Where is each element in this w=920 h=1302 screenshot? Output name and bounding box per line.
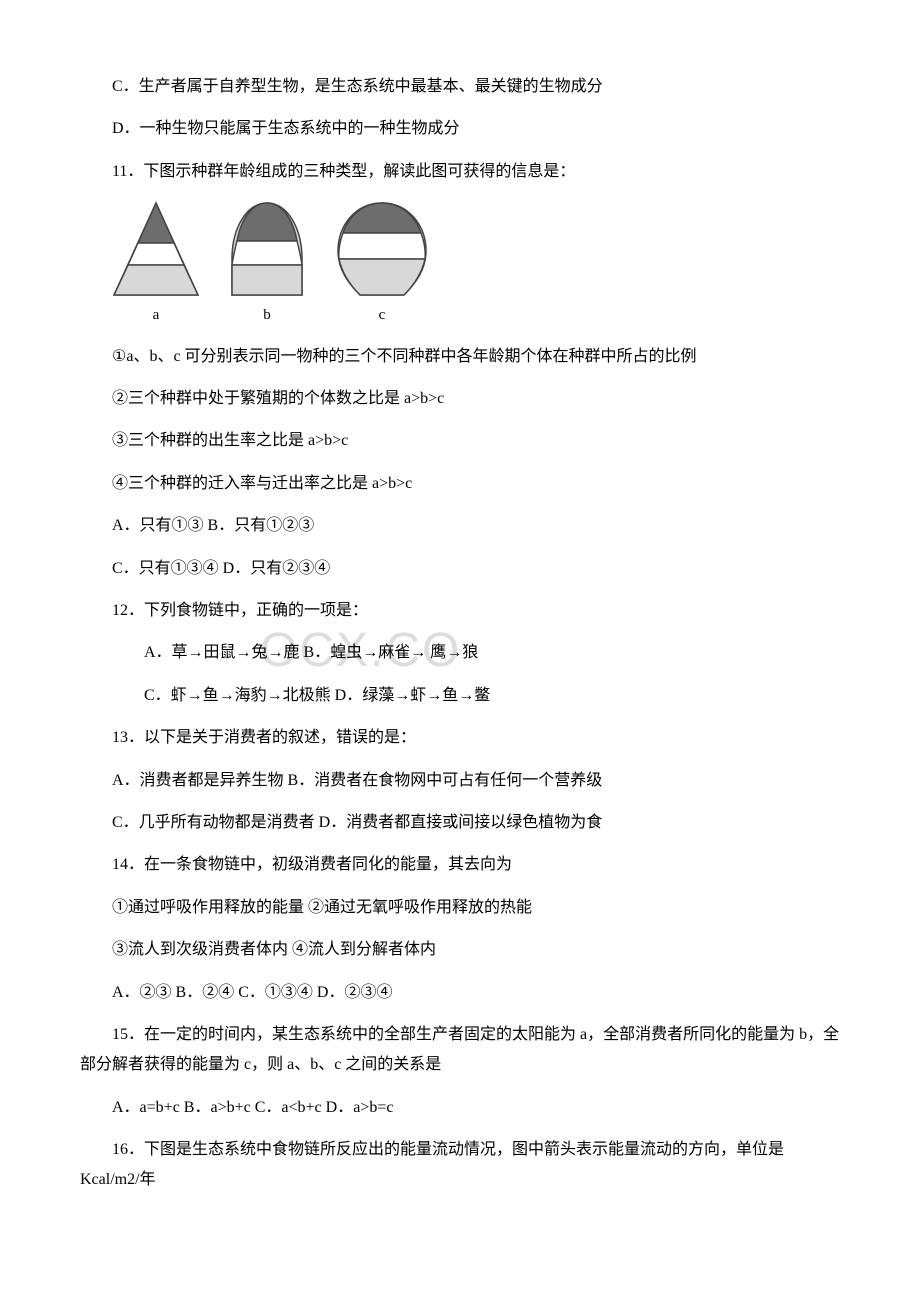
onion-icon	[334, 201, 430, 297]
bullet-icon	[228, 201, 306, 297]
q14-statement-34: ③流人到次级消费者体内 ④流人到分解者体内	[80, 935, 840, 965]
question-14: 14．在一条食物链中，初级消费者同化的能量，其去向为	[80, 850, 840, 880]
q14-options: A．②③ B．②④ C．①③④ D．②③④	[80, 978, 840, 1008]
question-11: 11．下图示种群年龄组成的三种类型，解读此图可获得的信息是：	[80, 157, 840, 187]
diagram-b-label: b	[263, 301, 271, 330]
q15-options: A．a=b+c B．a>b+c C．a<b+c D．a>b=c	[80, 1093, 840, 1123]
q12-option-ab: A．草→田鼠→兔→鹿 B．蝗虫→麻雀→ 鹰→狼	[80, 638, 840, 668]
diagram-c-wrap: c	[334, 201, 430, 330]
q12-option-cd: C．虾→鱼→海豹→北极熊 D．绿藻→虾→鱼→鳖	[80, 681, 840, 711]
question-12: 12．下列食物链中，正确的一项是：	[80, 596, 840, 626]
q13-option-cd: C．几乎所有动物都是消费者 D．消费者都直接或间接以绿色植物为食	[80, 808, 840, 838]
option-d-q10: D．一种生物只能属于生态系统中的一种生物成分	[80, 114, 840, 144]
diagram-a-label: a	[153, 301, 160, 330]
q11-option-cd: C．只有①③④ D．只有②③④	[80, 554, 840, 584]
triangle-icon	[112, 201, 200, 297]
question-13: 13．以下是关于消费者的叙述，错误的是：	[80, 723, 840, 753]
statement-4: ④三个种群的迁入率与迁出率之比是 a>b>c	[80, 469, 840, 499]
diagram-a-wrap: a	[112, 201, 200, 330]
question-16: 16．下图是生态系统中食物链所反应出的能量流动情况，图中箭头表示能量流动的方向，…	[80, 1135, 840, 1196]
statement-1: ①a、b、c 可分别表示同一物种的三个不同种群中各年龄期个体在种群中所占的比例	[80, 342, 840, 372]
diagram-b-wrap: b	[228, 201, 306, 330]
age-structure-diagrams: a b c	[112, 201, 840, 330]
option-c-q10: C．生产者属于自养型生物，是生态系统中最基本、最关键的生物成分	[80, 72, 840, 102]
question-15: 15．在一定的时间内，某生态系统中的全部生产者固定的太阳能为 a，全部消费者所同…	[80, 1020, 840, 1081]
q14-statement-12: ①通过呼吸作用释放的能量 ②通过无氧呼吸作用释放的热能	[80, 893, 840, 923]
statement-2: ②三个种群中处于繁殖期的个体数之比是 a>b>c	[80, 384, 840, 414]
q11-option-ab: A．只有①③ B．只有①②③	[80, 511, 840, 541]
q13-option-ab: A．消费者都是异养生物 B．消费者在食物网中可占有任何一个营养级	[80, 766, 840, 796]
statement-3: ③三个种群的出生率之比是 a>b>c	[80, 426, 840, 456]
diagram-c-label: c	[379, 301, 386, 330]
